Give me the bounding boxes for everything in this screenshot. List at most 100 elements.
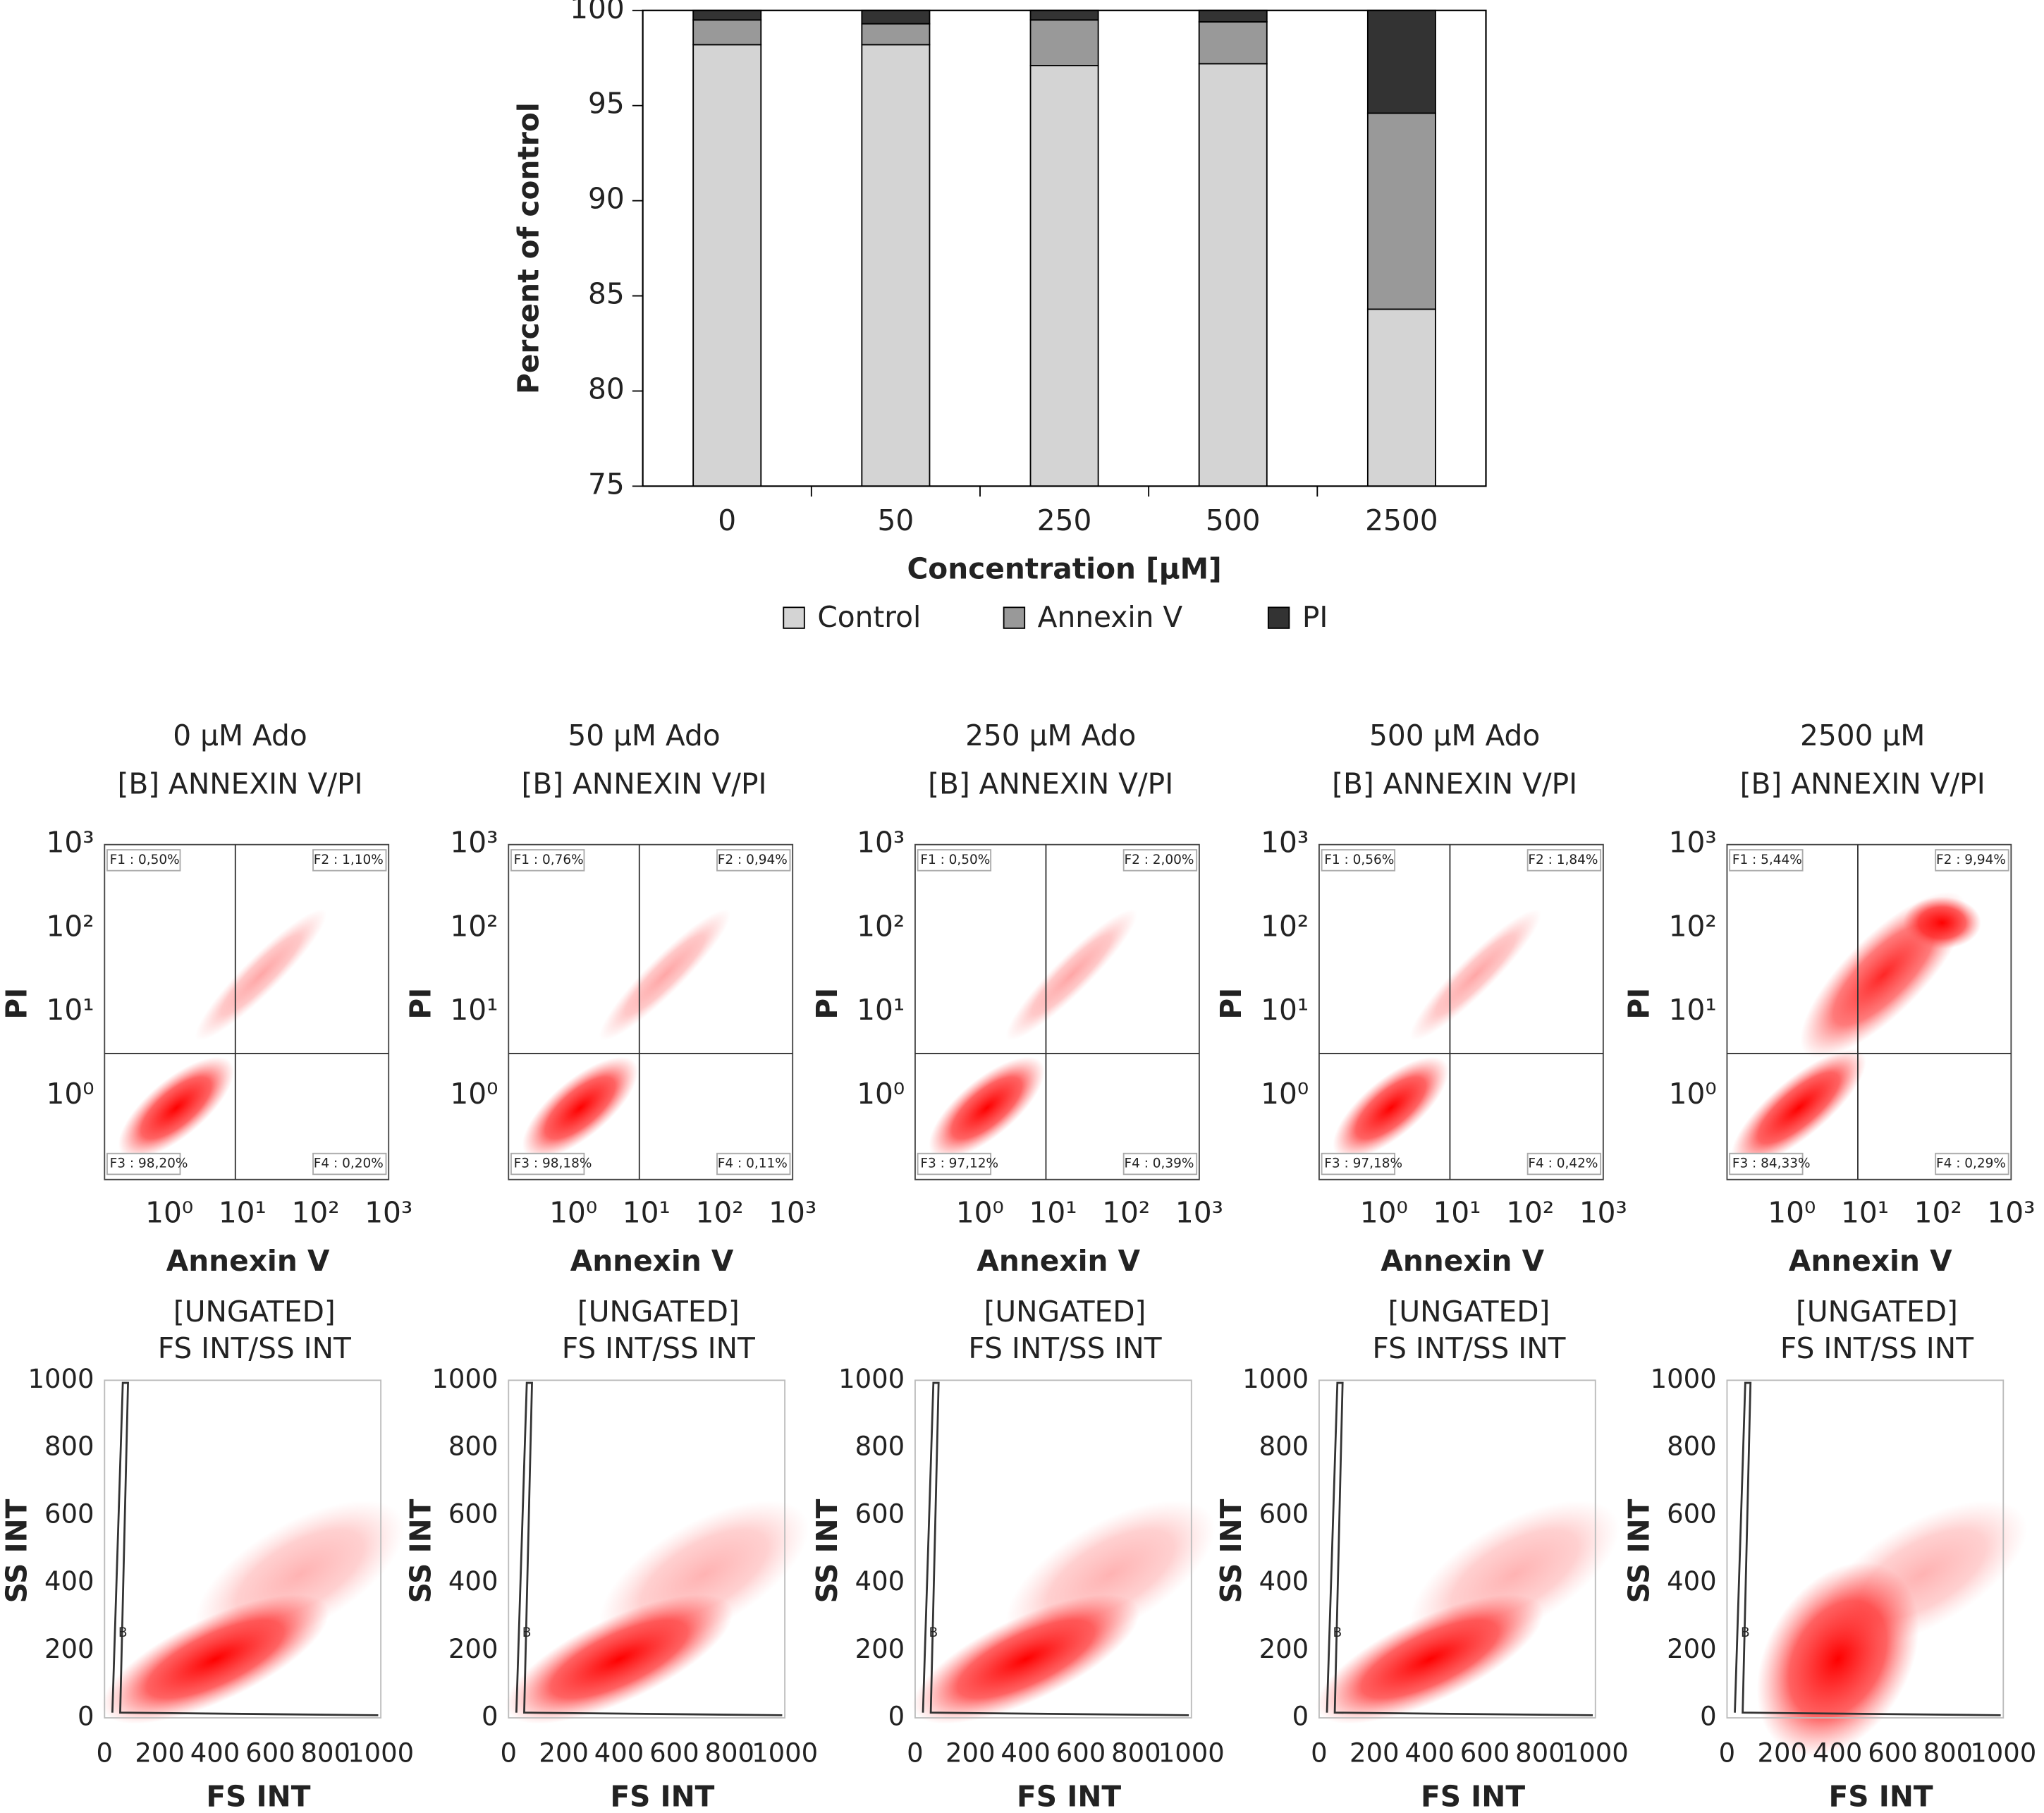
quadrant-box [1729,849,1804,872]
y-tick-label: 200 [1667,1634,1717,1664]
gate-outline [111,1381,379,1716]
x-tick-label: 10⁰ [145,1196,193,1230]
y-tick-label: 10² [1669,909,1717,943]
cell-cloud [1902,896,1981,949]
x-tick-label: 10¹ [1841,1196,1889,1230]
bar-segment [1029,9,1099,21]
y-tick-label: 1000 [432,1364,498,1394]
y-tick-label: 10² [450,909,498,943]
legend-label: PI [1302,600,1328,634]
panel-subtitle: [B] ANNEXIN V/PI [1332,767,1577,801]
x-tick-label: 600 [245,1738,295,1768]
gate-label: B [1333,1625,1342,1640]
cell-cloud [1005,909,1138,1041]
quadrant-box [917,1152,992,1176]
quadrant-box [1526,849,1602,872]
quadrant-box [312,849,387,872]
gate-outline [1326,1381,1593,1716]
cell-cloud [1731,1049,1866,1167]
cell-cloud [118,1056,235,1159]
cell-cloud [1409,909,1542,1041]
x-tick-label: 10⁰ [1768,1196,1816,1230]
x-tick-label: 0 [907,1738,924,1768]
scatter-title: [UNGATED] [173,1295,336,1329]
y-tick-label: 200 [448,1634,498,1664]
y-axis-label: PI [1622,988,1656,1020]
y-tick-label: 10⁰ [1669,1077,1717,1111]
bar-segment [1198,21,1268,65]
plot-frame [508,843,794,1180]
y-axis-label: SS INT [403,1498,437,1603]
x-tick-label: 0 [718,503,736,537]
x-tick-label: 2500 [1365,503,1438,537]
y-tick-label: 10³ [857,826,905,860]
legend-label: Annexin V [1038,600,1183,634]
y-tick-label: 10¹ [1261,993,1309,1027]
x-tick-label: 10⁰ [956,1196,1004,1230]
x-tick-label: 0 [97,1738,114,1768]
x-tick-label: 0 [501,1738,518,1768]
y-tick-label: 95 [588,87,625,121]
scatter-title: FS INT/SS INT [158,1331,351,1365]
y-axis-label: SS INT [0,1498,33,1603]
quadrant-label: F2 : 2,00% [1124,853,1194,867]
gate-label: B [1741,1625,1750,1640]
plot-frame [1318,843,1604,1180]
y-tick-label: 10⁰ [450,1077,498,1111]
cell-cloud [599,1500,809,1649]
x-tick-label: 800 [704,1738,754,1768]
x-axis-label: Annexin V [1381,1244,1544,1278]
x-axis-label: Annexin V [570,1244,734,1278]
quadrant-box [1935,1152,2009,1176]
y-tick-label: 10⁰ [857,1077,905,1111]
quadrant-box [917,849,992,872]
y-tick-label: 10⁰ [1261,1077,1309,1111]
x-tick-label: 50 [878,503,914,537]
scatter-title: FS INT/SS INT [562,1331,755,1365]
y-tick-label: 1000 [838,1364,905,1394]
panel-subtitle: [B] ANNEXIN V/PI [928,767,1173,801]
y-tick-label: 10² [857,909,905,943]
quadrant-box [1729,1152,1804,1176]
y-tick-label: 200 [855,1634,905,1664]
gate-label: B [118,1625,128,1640]
quadrant-label: F4 : 0,39% [1124,1156,1194,1171]
plot-frame [104,1379,382,1719]
x-tick-label: 10³ [1987,1196,2035,1230]
quadrant-label: F4 : 0,42% [1528,1156,1598,1171]
y-tick-label: 800 [44,1432,94,1462]
bar-segment [1366,9,1436,114]
bar-segment [1029,19,1099,66]
legend-swatch [783,606,805,629]
quadrant-box [1122,849,1198,872]
y-axis-label: PI [1214,988,1248,1020]
panel-subtitle: [B] ANNEXIN V/PI [1740,767,1985,801]
quadrant-label: F4 : 0,11% [718,1156,788,1171]
quadrant-label: F2 : 1,84% [1528,853,1598,867]
quadrant-box [1122,1152,1198,1176]
bar-segment [861,44,931,487]
plot-frame [1726,843,2012,1180]
panel-title: 500 µM Ado [1369,719,1540,752]
panel-subtitle: [B] ANNEXIN V/PI [521,767,766,801]
y-axis-label: SS INT [1214,1498,1248,1603]
y-axis-label: PI [810,988,844,1020]
legend-label: Control [817,600,921,634]
gate-outline [515,1381,783,1716]
cell-cloud [1333,1056,1449,1159]
cell-cloud [195,909,327,1041]
y-tick-label: 10³ [1669,826,1717,860]
x-tick-label: 400 [190,1738,240,1768]
x-tick-label: 1000 [348,1738,414,1768]
quadrant-label: F1 : 0,50% [110,853,180,867]
bar-segment [861,23,931,46]
scatter-title: FS INT/SS INT [1372,1331,1565,1365]
x-tick-label: 10³ [769,1196,816,1230]
y-tick-label: 800 [1667,1432,1717,1462]
x-tick-label: 250 [1037,503,1092,537]
x-tick-label: 10¹ [623,1196,671,1230]
panel-title: 250 µM Ado [965,719,1136,752]
x-tick-label: 10¹ [219,1196,267,1230]
quadrant-label: F3 : 84,33% [1732,1156,1811,1171]
